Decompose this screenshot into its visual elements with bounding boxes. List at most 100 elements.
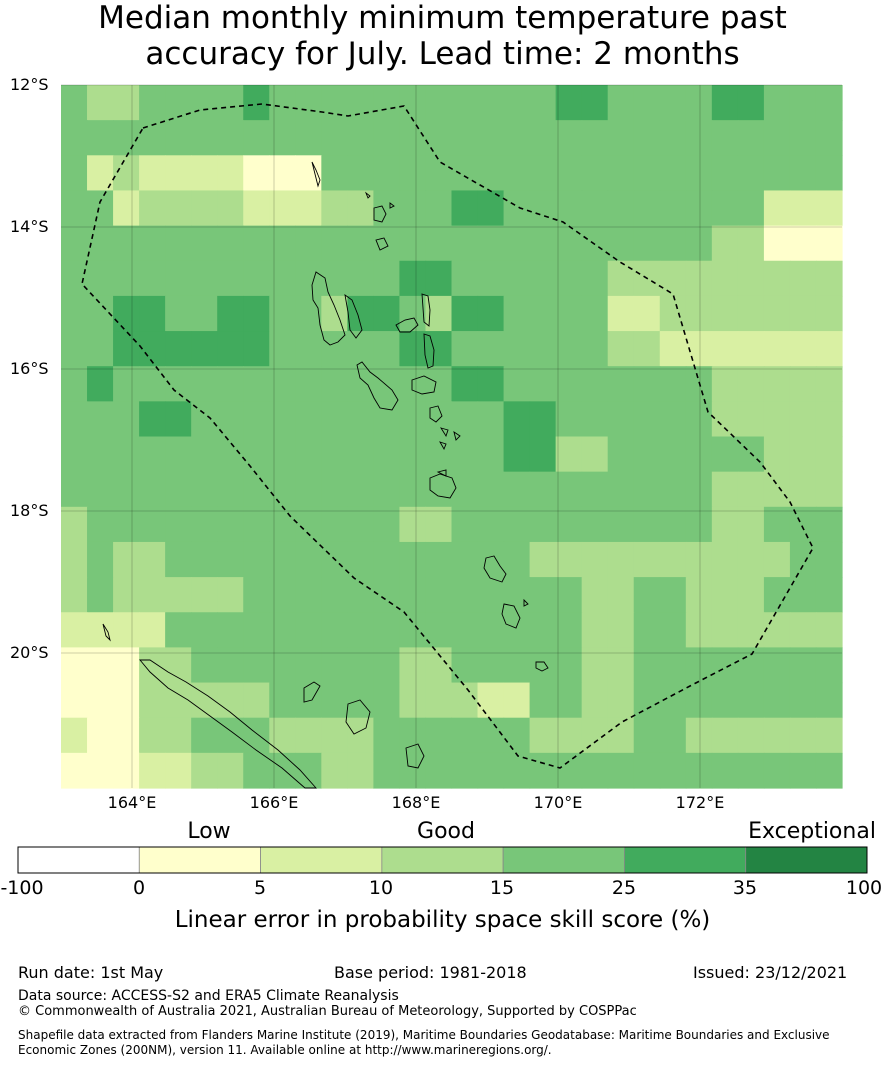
skill-cell (581, 471, 609, 508)
skill-cell (737, 225, 765, 262)
skill-cell (347, 120, 374, 156)
skill-cell (737, 612, 765, 648)
skill-cell (711, 155, 739, 192)
skill-cell (555, 471, 583, 508)
skill-cell (711, 612, 739, 648)
skill-cell (581, 682, 609, 719)
skill-cell (451, 541, 479, 578)
skill-cell (763, 401, 791, 438)
title-line-1: Median monthly minimum temperature past (98, 0, 787, 36)
skill-cell (191, 366, 218, 402)
skill-cell (711, 331, 739, 367)
skill-cell (685, 647, 713, 684)
data-source: Data source: ACCESS-S2 and ERA5 Climate … (18, 988, 399, 1004)
skill-cell (581, 541, 609, 578)
skill-cell (503, 436, 531, 473)
skill-cell (295, 471, 322, 508)
skill-cell (789, 612, 817, 648)
coast-small-2 (389, 202, 395, 209)
skill-cell (607, 752, 635, 789)
skill-cell (399, 717, 427, 754)
skill-cell (555, 225, 583, 262)
skill-cell (139, 401, 166, 438)
skill-cell (815, 260, 843, 297)
coastlines (102, 161, 549, 789)
skill-cell (87, 120, 114, 156)
skill-cell (399, 436, 427, 473)
skill-cell (61, 295, 88, 332)
skill-cell (789, 225, 817, 262)
skill-cell (633, 717, 661, 754)
skill-cell (607, 401, 635, 438)
skill-cell (165, 190, 192, 227)
skill-cell (607, 295, 635, 332)
skill-cell (295, 647, 322, 684)
skill-cell (191, 752, 218, 789)
skill-cell (269, 295, 296, 332)
skill-cell (607, 331, 635, 367)
skill-cell (711, 401, 739, 438)
skill-cell (789, 577, 817, 613)
skill-cell (763, 752, 791, 789)
skill-cell (347, 541, 374, 578)
skill-cell (737, 120, 765, 156)
skill-cell (165, 682, 192, 719)
skill-cell (217, 471, 244, 508)
skill-cell (243, 471, 270, 508)
skill-cell (139, 682, 166, 719)
skill-cell (321, 295, 348, 332)
skill-cell (711, 647, 739, 684)
skill-cell (373, 260, 401, 297)
skill-cell (633, 85, 661, 121)
skill-cell (503, 471, 531, 508)
skill-cell (477, 190, 505, 227)
skill-cell (633, 331, 661, 367)
colorbar-segment (381, 846, 504, 874)
colorbar (17, 846, 868, 874)
skill-cell (763, 577, 791, 613)
skill-cell (243, 647, 270, 684)
colorbar-tick-10: 10 (368, 877, 394, 899)
skill-cell (295, 401, 322, 438)
skill-cell (451, 190, 479, 227)
skill-cell (295, 752, 322, 789)
skill-cell (451, 682, 479, 719)
skill-cell (529, 752, 557, 789)
skill-cell (555, 155, 583, 192)
skill-cell (399, 506, 427, 543)
colorbar-tick-minus100: -100 (0, 877, 44, 899)
skill-cell (555, 612, 583, 648)
skill-cell (191, 190, 218, 227)
skill-cell (789, 541, 817, 578)
skill-cell (347, 647, 374, 684)
skill-cell (373, 577, 401, 613)
skill-cell (191, 120, 218, 156)
skill-cell (789, 260, 817, 297)
skill-cell (815, 577, 843, 613)
skill-cell (789, 647, 817, 684)
skill-cell (217, 752, 244, 789)
skill-cell (425, 717, 453, 754)
skill-cell (685, 190, 713, 227)
skill-cell (451, 506, 479, 543)
skill-cell (477, 647, 505, 684)
skill-cell (191, 225, 218, 262)
skill-cell (633, 541, 661, 578)
skill-cell (191, 85, 218, 121)
skill-cell (529, 190, 557, 227)
skill-cell (269, 506, 296, 543)
skill-cell (477, 752, 505, 789)
skill-cell (581, 436, 609, 473)
skill-cell (815, 366, 843, 402)
skill-cell (165, 647, 192, 684)
skill-cell (607, 85, 635, 121)
skill-cell (165, 541, 192, 578)
skill-cell (815, 682, 843, 719)
skill-cell (685, 85, 713, 121)
skill-cell (789, 471, 817, 508)
skill-cell (139, 190, 166, 227)
skill-cell (61, 647, 88, 684)
skill-cell (191, 295, 218, 332)
skill-cell (633, 366, 661, 402)
coast-malo (344, 293, 363, 339)
